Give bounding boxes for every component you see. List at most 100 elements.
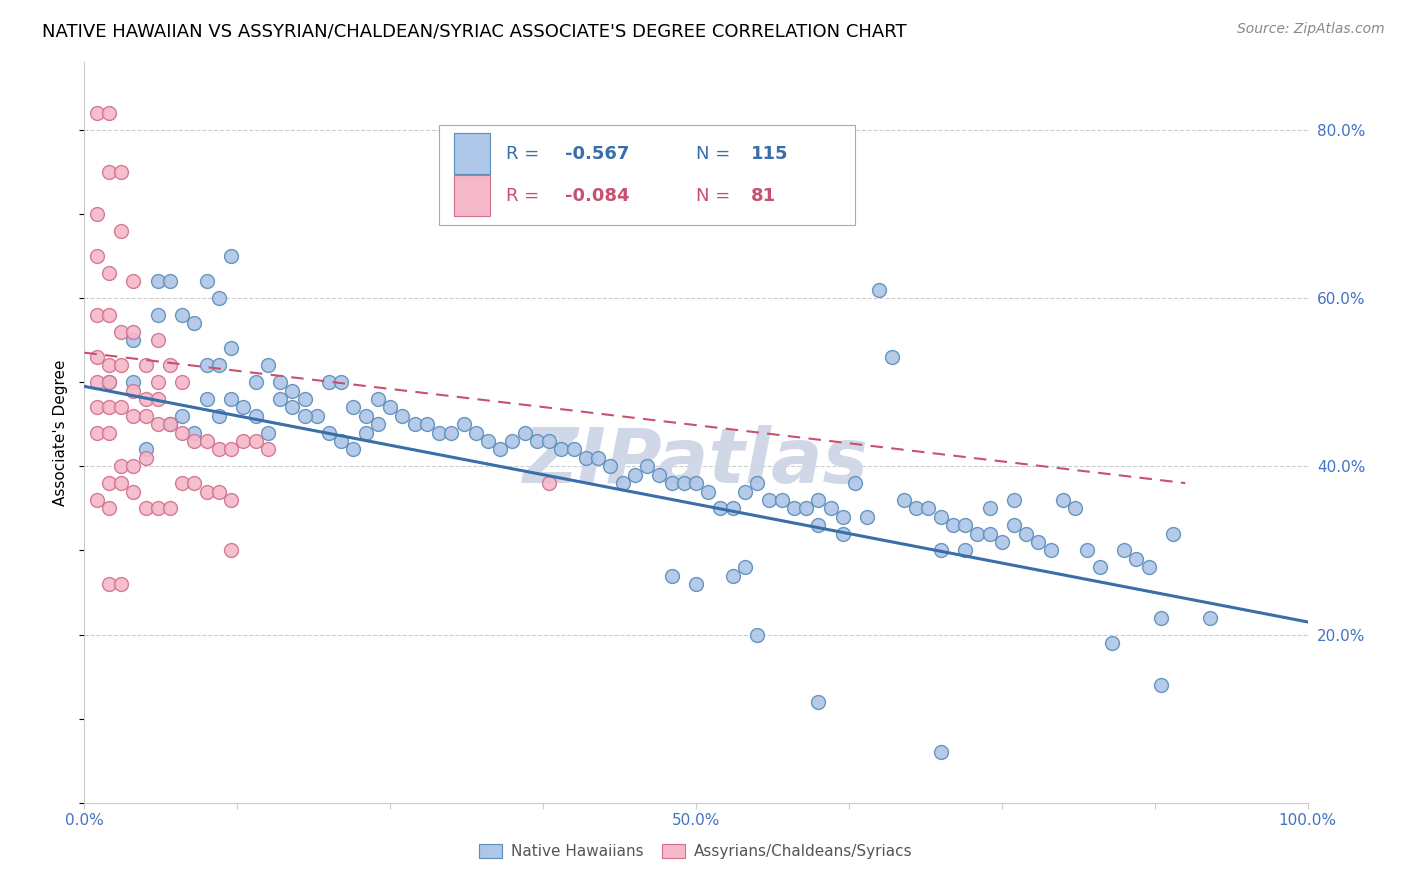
Text: -0.567: -0.567 <box>565 145 630 162</box>
Point <box>464 425 486 440</box>
Point <box>110 476 132 491</box>
Point <box>97 106 120 120</box>
Point <box>159 359 181 373</box>
Point <box>172 409 194 423</box>
Point <box>183 316 205 330</box>
Point <box>917 501 939 516</box>
Point <box>342 442 364 457</box>
Point <box>416 417 439 432</box>
Point <box>1137 560 1160 574</box>
Point <box>97 375 120 389</box>
Point <box>219 342 242 356</box>
Point <box>245 434 267 448</box>
Point <box>538 476 561 491</box>
Text: R =: R = <box>506 145 546 162</box>
Point <box>1002 518 1025 533</box>
Point <box>820 501 842 516</box>
FancyBboxPatch shape <box>454 133 491 174</box>
Point <box>219 492 242 507</box>
Point <box>110 359 132 373</box>
Point <box>807 492 830 507</box>
Point <box>86 308 108 322</box>
Point <box>135 409 157 423</box>
Point <box>294 392 316 406</box>
Point <box>159 417 181 432</box>
Point <box>269 375 291 389</box>
Point <box>110 165 132 179</box>
Point <box>661 568 683 582</box>
Point <box>1015 526 1038 541</box>
Point <box>979 501 1001 516</box>
Point <box>661 476 683 491</box>
Point <box>342 401 364 415</box>
Point <box>318 425 340 440</box>
Point <box>135 501 157 516</box>
Point <box>929 745 952 759</box>
Point <box>831 526 853 541</box>
Point <box>440 425 463 440</box>
Point <box>721 568 744 582</box>
Point <box>1114 543 1136 558</box>
Point <box>86 401 108 415</box>
Point <box>183 425 205 440</box>
Point <box>783 501 806 516</box>
Point <box>172 375 194 389</box>
Point <box>232 434 254 448</box>
Point <box>208 484 231 499</box>
Point <box>195 484 218 499</box>
Text: ZIPatlas: ZIPatlas <box>523 425 869 500</box>
Text: N =: N = <box>696 186 735 204</box>
Point <box>97 308 120 322</box>
Point <box>513 425 536 440</box>
Point <box>953 518 976 533</box>
Point <box>1101 636 1123 650</box>
Point <box>942 518 965 533</box>
Point <box>110 401 132 415</box>
Point <box>893 492 915 507</box>
Point <box>294 409 316 423</box>
Point <box>330 375 353 389</box>
Point <box>844 476 866 491</box>
Point <box>86 207 108 221</box>
Point <box>122 409 145 423</box>
Point <box>367 417 389 432</box>
Point <box>135 392 157 406</box>
Point <box>318 375 340 389</box>
Point <box>367 392 389 406</box>
Point <box>146 375 169 389</box>
Point <box>257 359 280 373</box>
Point <box>269 392 291 406</box>
Point <box>135 442 157 457</box>
Point <box>122 333 145 347</box>
Point <box>1039 543 1062 558</box>
Point <box>195 359 218 373</box>
Point <box>489 442 512 457</box>
Point <box>135 450 157 465</box>
Point <box>575 450 598 465</box>
Point <box>172 476 194 491</box>
Point <box>208 359 231 373</box>
Point <box>135 359 157 373</box>
FancyBboxPatch shape <box>439 126 855 226</box>
Point <box>97 501 120 516</box>
Point <box>122 375 145 389</box>
Point <box>538 434 561 448</box>
Point <box>208 442 231 457</box>
Point <box>1052 492 1074 507</box>
Legend: Native Hawaiians, Assyrians/Chaldeans/Syriacs: Native Hawaiians, Assyrians/Chaldeans/Sy… <box>472 838 920 865</box>
Point <box>146 392 169 406</box>
Point <box>232 401 254 415</box>
Point <box>1064 501 1087 516</box>
Point <box>991 535 1014 549</box>
Point <box>562 442 585 457</box>
Point <box>122 459 145 474</box>
Point <box>110 224 132 238</box>
Point <box>208 409 231 423</box>
Point <box>97 401 120 415</box>
Point <box>159 417 181 432</box>
Point <box>219 543 242 558</box>
Point <box>110 325 132 339</box>
Point <box>245 409 267 423</box>
Point <box>122 384 145 398</box>
Point <box>648 467 671 482</box>
